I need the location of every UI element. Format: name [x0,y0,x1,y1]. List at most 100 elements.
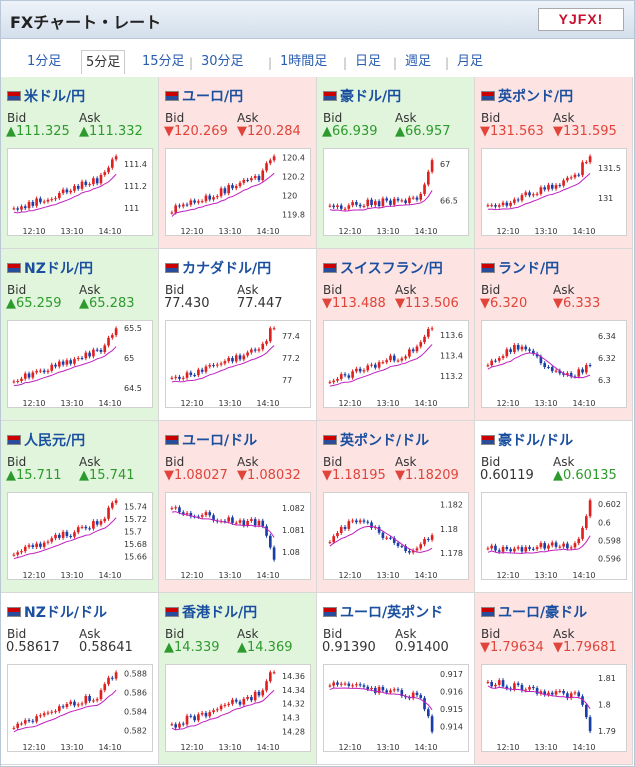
candle-body [204,512,208,516]
mini-candle-chart[interactable]: 1.082 1.081 1.08 12:10 13:10 14:10 [165,492,311,580]
ask-label: Ask [79,627,101,641]
candle-body [231,517,234,523]
rate-card[interactable]: ランド/円 Bid Ask ▼6.320 ▼6.333 6.34 6.32 6.3 12:10 1… [475,249,633,421]
candle-body [343,208,347,210]
candle-body [494,205,497,207]
pair-title-link[interactable]: 米ドル/円 [7,86,85,106]
mini-candle-chart[interactable]: 0.588 0.586 0.584 0.582 12:10 13:10 14:10 [7,664,153,752]
rate-card[interactable]: 英ポンド/ドル Bid Ask ▼1.18195 ▼1.18209 1.182 1.18 1.… [317,421,475,593]
rate-card[interactable]: ユーロ/英ポンド Bid Ask 0.91390 0.91400 0.917 0.916 0.… [317,593,475,765]
pair-title-link[interactable]: カナダドル/円 [165,258,271,278]
pair-title-link[interactable]: NZドル/円 [7,258,93,278]
candle-body [573,692,577,694]
candle-body [42,370,46,373]
tab-5[interactable]: 日足 [355,54,382,69]
candle-body [231,699,234,704]
pair-name: スイスフラン/円 [340,261,443,277]
candle-body [265,681,268,691]
mini-candle-chart[interactable]: 1.81 1.8 1.79 12:10 13:10 14:10 [481,664,627,752]
candle-body [577,174,581,176]
rate-card[interactable]: カナダドル/円 Bid Ask 77.430 77.447 77.4 77.2 77 12:10… [159,249,317,421]
pair-title-link[interactable]: 英ポンド/円 [481,86,573,106]
tab-3[interactable]: 30分足 [201,54,244,69]
y-tick-label: 120 [282,191,297,200]
rate-card[interactable]: 豪ドル/円 Bid Ask ▲66.939 ▲66.957 67 66.5 12:10 13:1… [317,77,475,249]
pair-title-link[interactable]: 人民元/円 [7,430,85,450]
y-tick-label: 15.68 [124,540,147,549]
mini-candle-chart[interactable]: 1.182 1.18 1.178 12:10 13:10 14:10 [323,492,469,580]
mini-candle-chart[interactable]: 6.34 6.32 6.3 12:10 13:10 14:10 [481,320,627,408]
candle-body [69,701,73,704]
y-tick-label: 113.4 [440,351,463,360]
candle-body [339,374,343,379]
pair-title-link[interactable]: ユーロ/ドル [165,430,257,450]
candle-body [554,185,558,189]
pair-title-link[interactable]: スイスフラン/円 [323,258,443,278]
pair-title-link[interactable]: 豪ドル/ドル [481,430,573,450]
candle-body [61,531,65,538]
candle-body [543,691,547,695]
candle-body [392,198,396,205]
pair-name: ユーロ/英ポンド [340,605,444,621]
rate-card[interactable]: ユーロ/豪ドル Bid Ask ▼1.79634 ▼1.79681 1.81 1.8 1.79… [475,593,633,765]
candle-body [588,500,592,517]
tab-2[interactable]: 15分足 [142,54,185,69]
pair-title-link[interactable]: ユーロ/豪ドル [481,602,587,622]
x-tick-label: 12:10 [22,743,45,752]
mini-candle-chart[interactable]: 111.4 111.2 111 12:10 13:10 14:10 [7,148,153,236]
mini-candle-chart[interactable]: 120.4 120.2 120 119.8 12:10 13:10 14:10 [165,148,311,236]
rate-card[interactable]: ユーロ/円 Bid Ask ▼120.269 ▼120.284 120.4 120.2 120… [159,77,317,249]
mini-candle-chart[interactable]: 67 66.5 12:10 13:10 14:10 [323,148,469,236]
x-tick-label: 13:10 [534,399,557,408]
candle-body [385,690,389,693]
chart-svg: 0.602 0.6 0.598 0.596 12:10 13:10 14:10 [486,498,621,580]
mini-candle-chart[interactable]: 0.602 0.6 0.598 0.596 12:10 13:10 14:10 [481,492,627,580]
mini-candle-chart[interactable]: 131.5 131 12:10 13:10 14:10 [481,148,627,236]
tab-1[interactable]: 5分足 [81,50,126,74]
pair-title-link[interactable]: 香港ドル/円 [165,602,257,622]
mini-candle-chart[interactable]: 15.74 15.72 15.7 15.68 15.66 12:10 13:10 14:10 [7,492,153,580]
rate-card[interactable]: 豪ドル/ドル Bid Ask 0.60119 ▲0.60135 0.602 0.6 0.598… [475,421,633,593]
ask-value: ▼1.08032 [237,468,301,483]
x-tick-label: 14:10 [414,227,437,236]
ask-value: 77.447 [237,296,283,311]
pair-title-link[interactable]: NZドル/ドル [7,602,107,622]
tab-6[interactable]: 週足 [405,54,432,69]
rate-card[interactable]: ユーロ/ドル Bid Ask ▼1.08027 ▼1.08032 1.082 1.081 1.… [159,421,317,593]
x-tick-label: 12:10 [180,399,203,408]
tab-0[interactable]: 1分足 [27,54,62,69]
candle-body [223,521,227,523]
mini-candle-chart[interactable]: 77.4 77.2 77 12:10 13:10 14:10 [165,320,311,408]
pair-title-link[interactable]: ランド/円 [481,258,559,278]
pair-title-link[interactable]: ユーロ/円 [165,86,243,106]
tab-4[interactable]: 1時間足 [280,54,328,69]
candle-body [95,699,99,701]
candle-body [178,376,181,379]
mini-candle-chart[interactable]: 65.5 65 64.5 12:10 13:10 14:10 [7,320,153,408]
rate-card[interactable]: NZドル/円 Bid Ask ▲65.259 ▲65.283 65.5 65 64.5 12:1… [1,249,159,421]
x-tick-label: 12:10 [338,399,361,408]
candle-body [497,550,501,552]
candle-body [411,692,415,699]
pair-title-link[interactable]: 英ポンド/ドル [323,430,429,450]
pair-name: ユーロ/ドル [182,433,258,449]
mini-candle-chart[interactable]: 14.36 14.34 14.32 14.3 14.28 12:10 13:10 14:10 [165,664,311,752]
mini-candle-chart[interactable]: 0.917 0.916 0.915 0.914 12:10 13:10 14:10 [323,664,469,752]
pair-title-link[interactable]: 豪ドル/円 [323,86,401,106]
candle-body [80,181,84,189]
moving-average-line [487,352,591,379]
pair-title-link[interactable]: ユーロ/英ポンド [323,602,443,622]
rate-card[interactable]: 香港ドル/円 Bid Ask ▲14.339 ▲14.369 14.36 14.34 14.3… [159,593,317,765]
rate-card[interactable]: 英ポンド/円 Bid Ask ▼131.563 ▼131.595 131.5 131 12:1… [475,77,633,249]
rate-card[interactable]: 米ドル/円 Bid Ask ▲111.325 ▲111.332 111.4 111.2 111… [1,77,159,249]
mini-candle-chart[interactable]: 113.6 113.4 113.2 12:10 13:10 14:10 [323,320,469,408]
pair-name: 豪ドル/ドル [498,433,574,449]
candle-body [355,520,358,523]
rate-card[interactable]: 人民元/円 Bid Ask ▲15.711 ▲15.741 15.74 15.72 15.7 1… [1,421,159,593]
rate-card[interactable]: NZドル/ドル Bid Ask 0.58617 0.58641 0.588 0.586 0.5… [1,593,159,765]
rate-card[interactable]: スイスフラン/円 Bid Ask ▼113.488 ▼113.506 113.6 113.4… [317,249,475,421]
tab-7[interactable]: 月足 [457,54,484,69]
candle-body [584,162,588,164]
yjfx-logo[interactable]: YJFX! [538,8,624,31]
candle-body [261,343,265,350]
